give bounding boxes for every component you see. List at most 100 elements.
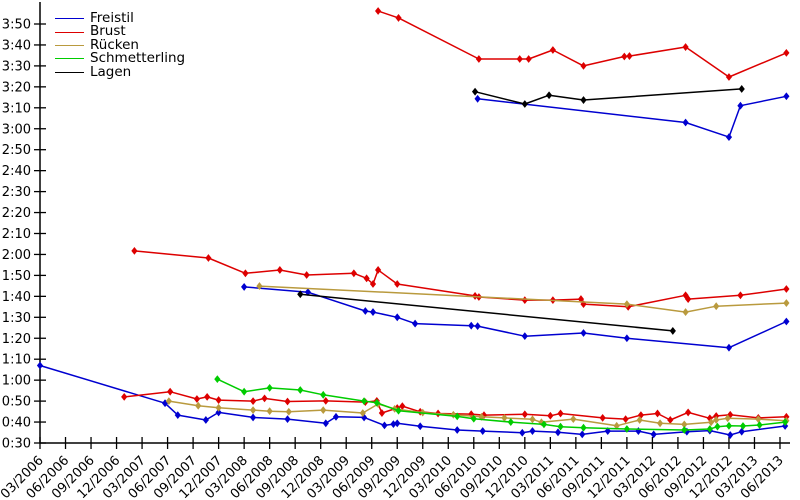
data-point (479, 427, 486, 435)
data-point (378, 409, 386, 417)
data-point (454, 426, 461, 434)
data-point (394, 313, 401, 322)
data-point (375, 7, 382, 15)
data-point (739, 422, 747, 430)
lagen-line-swatch (55, 71, 84, 73)
legend: Freistil Brust Rücken Schmetterling Lage… (55, 11, 185, 79)
y-tick-label: 2:40 (2, 164, 31, 179)
data-point (783, 412, 790, 421)
data-point (394, 404, 401, 412)
data-point (725, 421, 733, 430)
data-point (623, 334, 630, 343)
data-point (781, 422, 789, 430)
y-tick-label: 1:40 (2, 290, 31, 305)
y-tick-label: 3:30 (2, 59, 31, 74)
data-point (215, 403, 222, 412)
data-point (738, 427, 745, 436)
data-point (131, 246, 138, 255)
y-tick-label: 3:40 (2, 38, 31, 53)
data-point (297, 386, 304, 394)
data-point (580, 300, 587, 309)
data-point (738, 85, 745, 93)
legend-item-lagen: Lagen (55, 65, 185, 79)
data-point (521, 410, 528, 419)
series-line-lagen-200m (474, 88, 742, 105)
data-point (623, 425, 630, 433)
data-point (202, 416, 209, 424)
data-point (713, 412, 720, 420)
data-point (650, 430, 657, 439)
data-point (521, 332, 528, 341)
data-point (635, 427, 642, 435)
y-tick-label: 1:20 (2, 332, 31, 347)
y-tick-label: 2:20 (2, 206, 31, 221)
data-point (121, 393, 128, 401)
data-point (685, 295, 692, 303)
data-point (725, 343, 733, 352)
data-point (682, 308, 689, 316)
data-point (725, 133, 733, 142)
y-tick-label: 3:00 (2, 122, 31, 137)
data-point (682, 118, 689, 127)
data-point (205, 254, 212, 262)
data-point (519, 428, 526, 437)
data-point (350, 269, 357, 278)
series-line-brust-200m (377, 10, 787, 78)
data-point (373, 398, 380, 407)
y-tick-label: 2:10 (2, 227, 31, 242)
data-point (547, 411, 554, 420)
data-point (215, 396, 222, 404)
data-point (475, 55, 482, 63)
data-point (737, 291, 744, 300)
data-point (501, 413, 508, 422)
y-tick-label: 0:40 (2, 416, 31, 431)
data-point (471, 87, 479, 96)
data-point (656, 419, 664, 428)
data-point (580, 62, 587, 70)
data-point (540, 420, 548, 429)
series-line-schmetterling-50m (216, 378, 786, 431)
legend-label: Brust (90, 23, 126, 40)
data-point (521, 100, 528, 108)
data-point (783, 49, 790, 57)
y-tick-label: 1:30 (2, 311, 31, 326)
series-line-rücken-50m (168, 400, 787, 427)
data-point (322, 419, 329, 428)
data-point (545, 91, 553, 100)
data-point (507, 418, 514, 426)
ruecken-line-swatch (55, 44, 84, 46)
data-point (474, 322, 481, 330)
data-point (390, 420, 397, 429)
brust-line-swatch (55, 31, 84, 33)
data-point (516, 55, 523, 63)
data-point (215, 408, 222, 417)
data-point (320, 390, 327, 399)
series-line-rücken-100m (259, 285, 787, 313)
data-point (525, 55, 532, 63)
data-point (395, 406, 402, 415)
data-point (570, 415, 577, 424)
data-point (395, 14, 402, 22)
data-point (165, 397, 172, 405)
data-point (613, 421, 620, 430)
data-point (579, 430, 586, 439)
data-point (756, 421, 763, 429)
data-point (359, 409, 366, 417)
schmetterling-line-swatch (55, 58, 84, 60)
data-point (724, 414, 731, 423)
y-tick-label: 3:20 (2, 80, 31, 95)
data-point (276, 266, 283, 274)
data-point (580, 329, 587, 337)
series-line-lagen-100m (300, 293, 673, 332)
data-point (36, 361, 44, 370)
freistil-line-swatch (55, 18, 84, 20)
data-point (713, 416, 720, 424)
y-tick-label: 2:00 (2, 248, 31, 263)
data-point (266, 384, 273, 392)
legend-item-ruecken: Rücken (55, 38, 185, 52)
y-tick-label: 3:50 (2, 18, 31, 33)
data-point (284, 415, 291, 424)
data-point (623, 300, 630, 309)
data-point (521, 296, 528, 305)
